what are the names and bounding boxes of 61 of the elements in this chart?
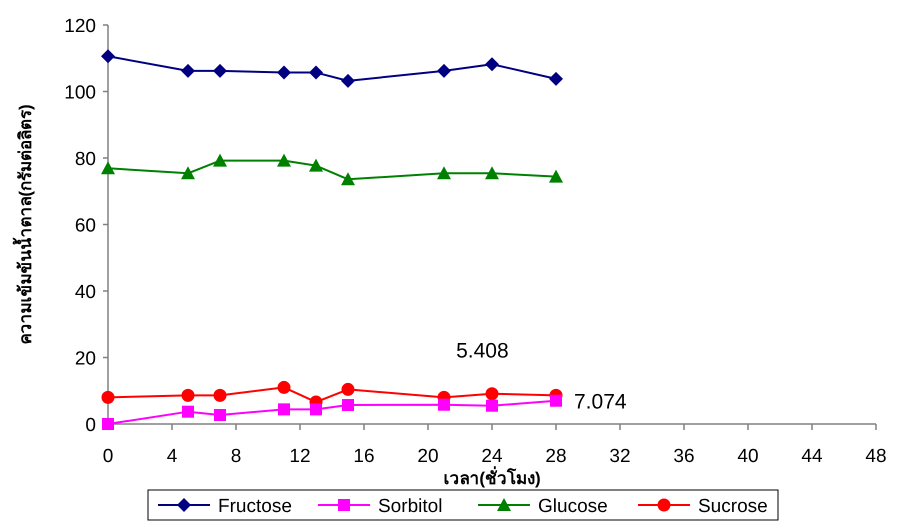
- x-tick-label: 32: [609, 446, 631, 467]
- point: [485, 166, 499, 180]
- point: [549, 72, 563, 86]
- point: [182, 388, 194, 402]
- x-tick-label: 0: [102, 446, 114, 467]
- annotation: 5.408: [456, 340, 509, 362]
- legend-label: Fructose: [218, 496, 292, 517]
- point: [486, 387, 498, 400]
- point: [102, 390, 114, 404]
- point: [549, 170, 563, 183]
- x-axis-title: เวลา(ชั่วโมง): [443, 466, 541, 488]
- y-tick-label: 80: [74, 149, 96, 170]
- point: [214, 409, 226, 422]
- legend-label: Sorbitol: [378, 496, 442, 517]
- point: [278, 403, 290, 416]
- x-tick-label: 48: [865, 446, 887, 467]
- x-tick-label: 36: [673, 446, 695, 467]
- point: [437, 166, 451, 180]
- point: [309, 158, 323, 172]
- x-tick-label: 16: [353, 446, 375, 467]
- point: [342, 399, 354, 412]
- point: [101, 161, 115, 174]
- point: [277, 154, 291, 167]
- point: [341, 74, 355, 88]
- point: [310, 403, 322, 416]
- y-tick-label: 120: [64, 16, 96, 37]
- x-tick-label: 20: [417, 446, 439, 467]
- point: [213, 154, 227, 167]
- annotation: 7.074: [574, 390, 627, 414]
- point: [341, 172, 355, 186]
- x-tick-label: 4: [166, 446, 178, 467]
- point: [550, 394, 562, 407]
- point: [213, 64, 227, 78]
- y-tick-label: 0: [85, 415, 96, 436]
- point: [102, 418, 114, 430]
- point: [485, 57, 499, 72]
- legend-label: Sucrose: [698, 496, 768, 517]
- x-tick-label: 24: [481, 446, 503, 467]
- point: [486, 400, 498, 412]
- point: [181, 166, 195, 180]
- point: [181, 64, 195, 78]
- x-tick-label: 8: [230, 446, 242, 467]
- y-tick-label: 20: [74, 348, 96, 370]
- point: [438, 398, 450, 411]
- y-axis-title: ความเข้มข้นน้ำตาล(กรัมต่อลิตร): [12, 104, 35, 345]
- y-tick-label: 60: [74, 216, 96, 236]
- point: [437, 64, 451, 78]
- x-tick-label: 12: [289, 446, 311, 467]
- point: [278, 380, 290, 394]
- point: [101, 49, 115, 64]
- x-tick-label: 28: [545, 446, 567, 467]
- y-tick-label: 100: [64, 82, 96, 104]
- x-tick-label: 44: [801, 446, 823, 467]
- point: [214, 388, 226, 402]
- point: [342, 382, 354, 396]
- legend-label: Glucose: [538, 496, 608, 517]
- x-tick-label: 40: [737, 446, 759, 467]
- point: [309, 66, 323, 80]
- point: [182, 406, 194, 418]
- point: [277, 66, 291, 80]
- y-tick-label: 40: [74, 282, 96, 303]
